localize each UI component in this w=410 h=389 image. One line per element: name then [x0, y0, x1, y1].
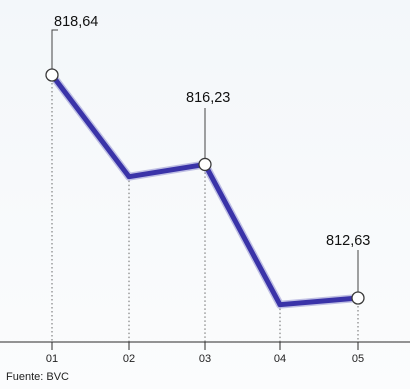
marker-03: [198, 157, 212, 172]
x-tick-label-05: 05: [352, 353, 364, 365]
data-label-01: 818,64: [54, 14, 98, 30]
x-tick-label-04: 04: [274, 353, 286, 365]
data-point-02: [126, 174, 132, 180]
x-tick-label-03: 03: [199, 353, 211, 365]
leader-line-01: [51, 29, 58, 69]
marker-01: [45, 68, 59, 82]
source-note: Fuente: BVC: [6, 371, 69, 383]
data-label-03: 816,23: [186, 90, 230, 106]
x-tick-label-02: 02: [123, 353, 135, 365]
data-point-04: [277, 302, 283, 308]
marker-05: [351, 291, 365, 305]
x-tick-label-01: 01: [46, 353, 58, 365]
data-label-05: 812,63: [326, 233, 370, 249]
